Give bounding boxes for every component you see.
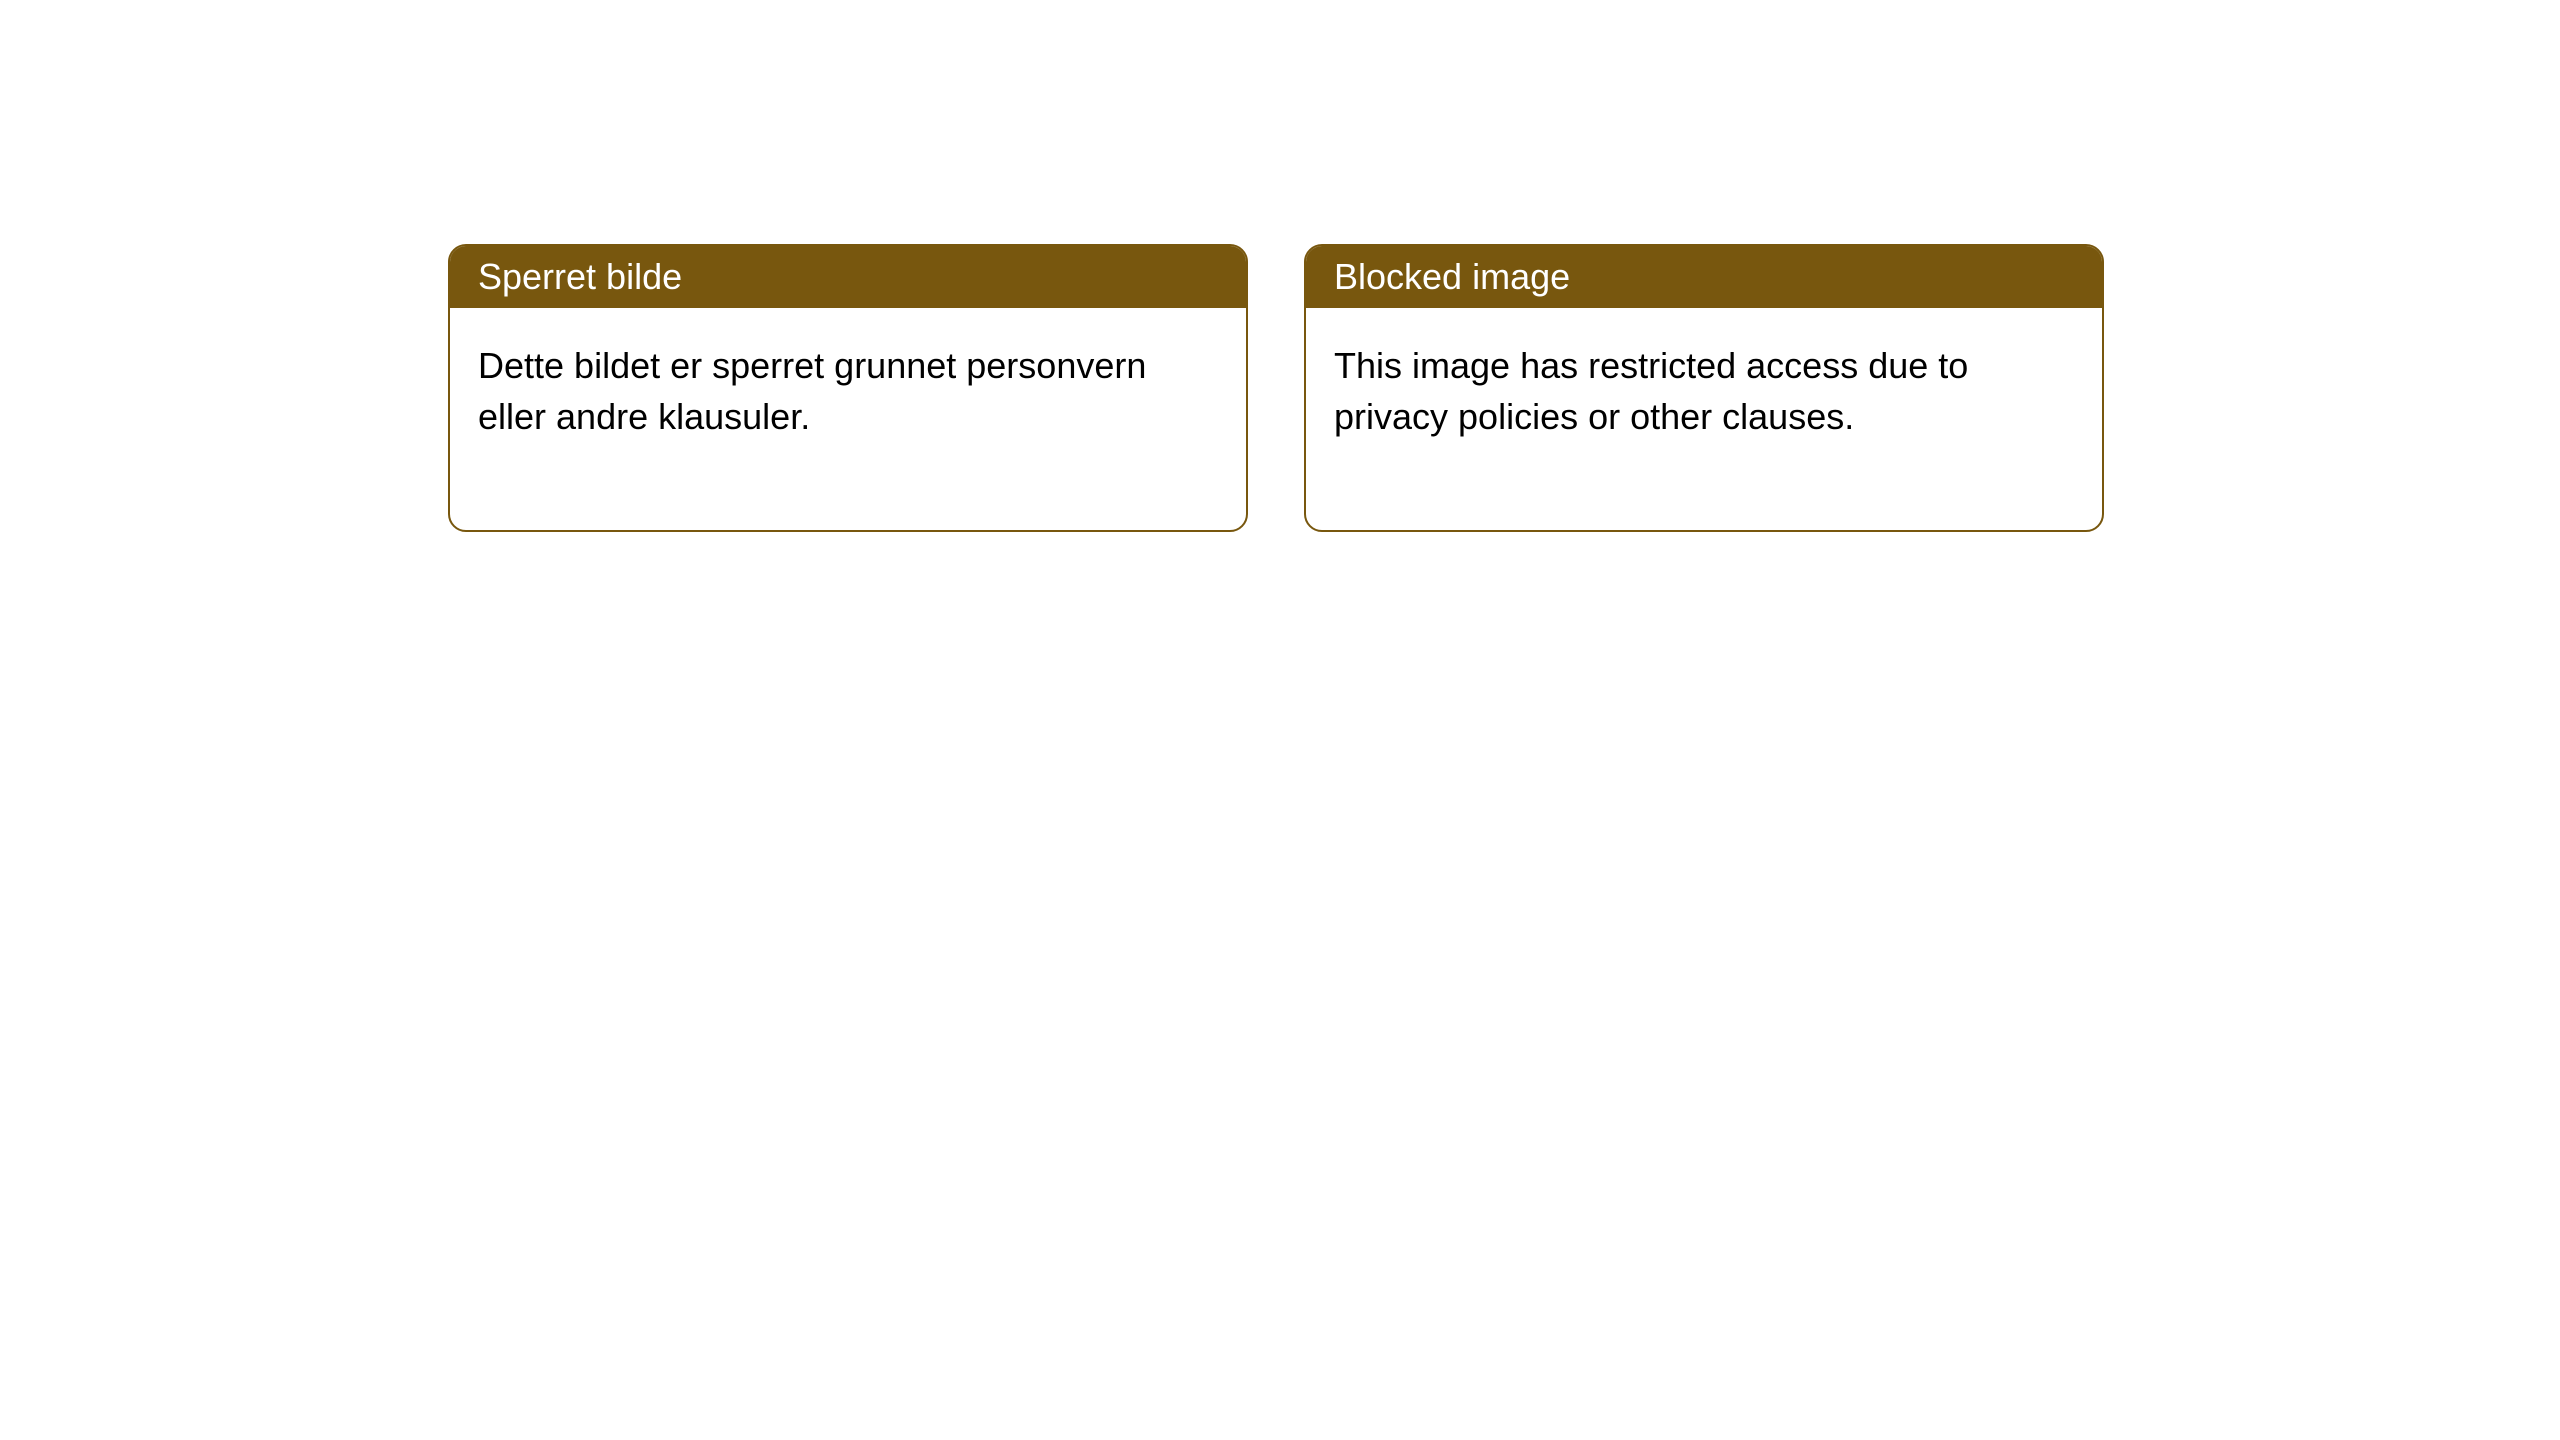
notice-header: Sperret bilde — [450, 246, 1246, 308]
notice-body: Dette bildet er sperret grunnet personve… — [450, 308, 1246, 530]
notice-title: Blocked image — [1334, 256, 1570, 297]
notice-body-text: This image has restricted access due to … — [1334, 345, 1968, 437]
notice-card-norwegian: Sperret bilde Dette bildet er sperret gr… — [448, 244, 1248, 532]
notice-card-english: Blocked image This image has restricted … — [1304, 244, 2104, 532]
notice-header: Blocked image — [1306, 246, 2102, 308]
notice-body-text: Dette bildet er sperret grunnet personve… — [478, 345, 1146, 437]
notice-title: Sperret bilde — [478, 256, 682, 297]
notice-container: Sperret bilde Dette bildet er sperret gr… — [448, 244, 2104, 532]
notice-body: This image has restricted access due to … — [1306, 308, 2102, 530]
